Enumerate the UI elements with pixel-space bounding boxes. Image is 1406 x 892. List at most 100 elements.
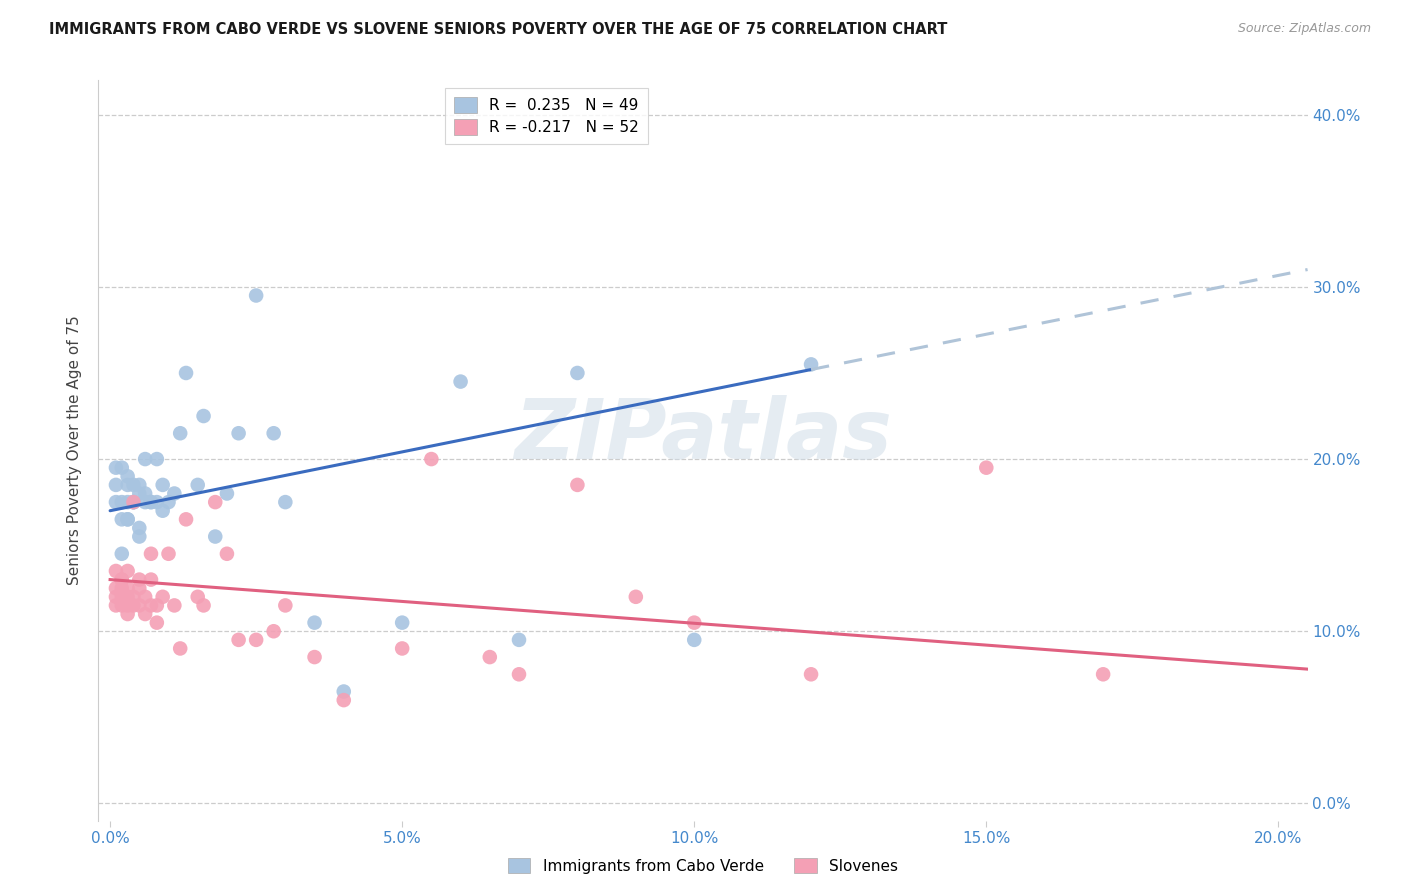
Point — [391, 615, 413, 630]
Point — [228, 632, 250, 647]
Point — [157, 495, 180, 509]
Point — [122, 599, 145, 613]
Point — [450, 375, 472, 389]
Point — [104, 460, 127, 475]
Point — [152, 504, 174, 518]
Point — [104, 590, 127, 604]
Point — [146, 615, 169, 630]
Point — [163, 599, 186, 613]
Point — [1092, 667, 1115, 681]
Point — [204, 530, 226, 544]
Point — [263, 624, 285, 639]
Point — [117, 590, 139, 604]
Point — [134, 486, 156, 500]
Point — [683, 615, 706, 630]
Point — [146, 599, 169, 613]
Point — [122, 590, 145, 604]
Point — [215, 486, 238, 500]
Point — [274, 495, 297, 509]
Point — [111, 512, 134, 526]
Point — [111, 581, 134, 595]
Point — [146, 452, 169, 467]
Point — [104, 495, 127, 509]
Point — [228, 426, 250, 441]
Point — [974, 460, 997, 475]
Text: IMMIGRANTS FROM CABO VERDE VS SLOVENE SENIORS POVERTY OVER THE AGE OF 75 CORRELA: IMMIGRANTS FROM CABO VERDE VS SLOVENE SE… — [49, 22, 948, 37]
Point — [128, 599, 150, 613]
Point — [128, 530, 150, 544]
Point — [128, 573, 150, 587]
Point — [104, 599, 127, 613]
Point — [122, 495, 145, 509]
Point — [245, 288, 267, 302]
Point — [567, 366, 589, 380]
Text: ZIPatlas: ZIPatlas — [515, 395, 891, 476]
Point — [174, 366, 197, 380]
Point — [391, 641, 413, 656]
Point — [274, 599, 297, 613]
Text: Source: ZipAtlas.com: Source: ZipAtlas.com — [1237, 22, 1371, 36]
Point — [117, 564, 139, 578]
Point — [111, 590, 134, 604]
Point — [420, 452, 443, 467]
Point — [245, 632, 267, 647]
Point — [128, 478, 150, 492]
Point — [104, 478, 127, 492]
Legend: R =  0.235   N = 49, R = -0.217   N = 52: R = 0.235 N = 49, R = -0.217 N = 52 — [444, 88, 648, 145]
Point — [128, 581, 150, 595]
Point — [122, 495, 145, 509]
Point — [304, 615, 326, 630]
Point — [117, 512, 139, 526]
Point — [111, 573, 134, 587]
Point — [139, 547, 162, 561]
Point — [139, 599, 162, 613]
Point — [683, 632, 706, 647]
Point — [111, 495, 134, 509]
Point — [128, 521, 150, 535]
Point — [800, 667, 823, 681]
Point — [332, 693, 354, 707]
Point — [508, 632, 530, 647]
Y-axis label: Seniors Poverty Over the Age of 75: Seniors Poverty Over the Age of 75 — [67, 316, 83, 585]
Point — [111, 573, 134, 587]
Point — [204, 495, 226, 509]
Point — [139, 573, 162, 587]
Point — [193, 409, 215, 423]
Point — [111, 547, 134, 561]
Point — [117, 469, 139, 483]
Point — [304, 650, 326, 665]
Point — [134, 590, 156, 604]
Point — [478, 650, 501, 665]
Point — [193, 599, 215, 613]
Point — [169, 641, 191, 656]
Point — [139, 495, 162, 509]
Point — [117, 512, 139, 526]
Point — [567, 478, 589, 492]
Point — [111, 460, 134, 475]
Point — [104, 581, 127, 595]
Point — [117, 478, 139, 492]
Point — [117, 599, 139, 613]
Point — [152, 478, 174, 492]
Point — [134, 495, 156, 509]
Point — [104, 564, 127, 578]
Point — [122, 495, 145, 509]
Point — [134, 607, 156, 621]
Point — [134, 452, 156, 467]
Point — [139, 495, 162, 509]
Point — [122, 478, 145, 492]
Point — [800, 357, 823, 371]
Legend: Immigrants from Cabo Verde, Slovenes: Immigrants from Cabo Verde, Slovenes — [502, 852, 904, 880]
Point — [122, 495, 145, 509]
Point — [152, 590, 174, 604]
Point — [187, 590, 209, 604]
Point — [169, 426, 191, 441]
Point — [128, 486, 150, 500]
Point — [624, 590, 647, 604]
Point — [187, 478, 209, 492]
Point — [117, 581, 139, 595]
Point — [117, 495, 139, 509]
Point — [111, 599, 134, 613]
Point — [163, 486, 186, 500]
Point — [263, 426, 285, 441]
